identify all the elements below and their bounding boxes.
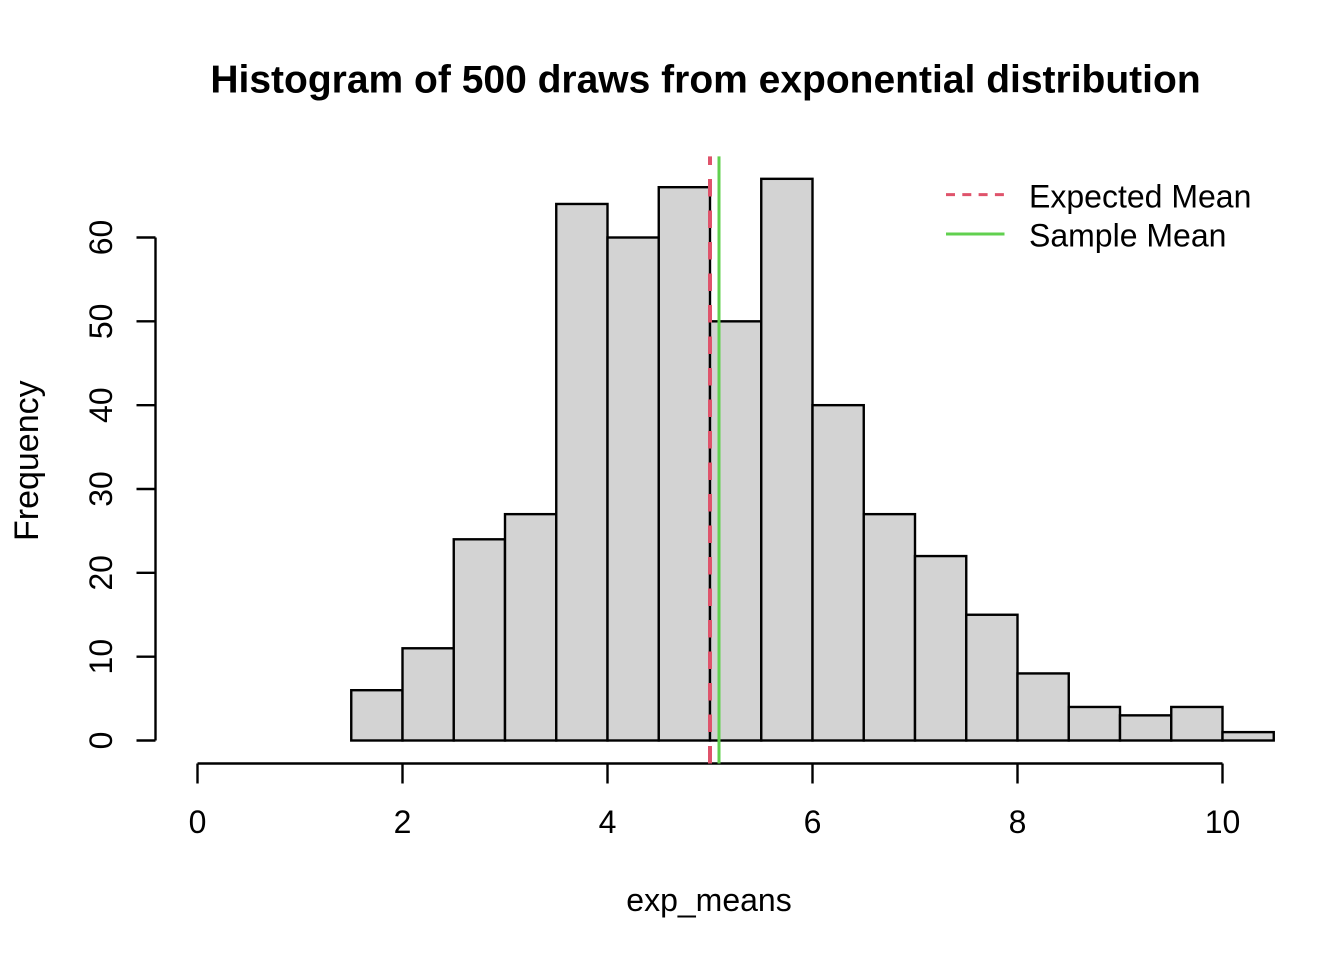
svg-text:20: 20 [83,555,119,591]
svg-text:exp_means: exp_means [626,882,791,918]
svg-text:30: 30 [83,471,119,507]
svg-text:0: 0 [83,732,119,750]
svg-text:6: 6 [804,804,822,840]
svg-text:2: 2 [394,804,412,840]
svg-text:10: 10 [1205,804,1241,840]
svg-text:Frequency: Frequency [8,380,46,541]
svg-text:Histogram of 500 draws from ex: Histogram of 500 draws from exponential … [210,59,1200,102]
svg-text:60: 60 [83,220,119,256]
svg-text:50: 50 [83,304,119,340]
svg-text:10: 10 [83,639,119,675]
svg-text:Sample Mean: Sample Mean [1029,218,1226,254]
svg-text:8: 8 [1009,804,1027,840]
svg-text:40: 40 [83,387,119,423]
svg-text:0: 0 [189,804,207,840]
svg-text:4: 4 [599,804,617,840]
svg-text:Expected Mean: Expected Mean [1029,179,1251,215]
